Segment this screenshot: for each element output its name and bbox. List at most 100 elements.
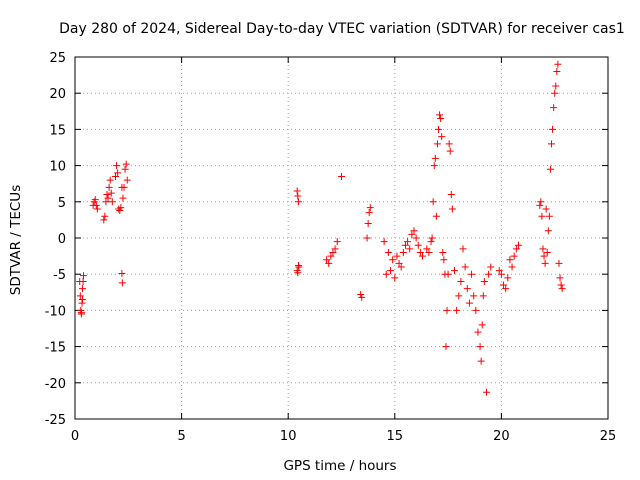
data-point	[118, 183, 126, 191]
data-point	[470, 292, 478, 300]
data-point	[500, 281, 508, 289]
chart-title: Day 280 of 2024, Sidereal Day-to-day VTE…	[59, 21, 625, 37]
data-point	[443, 306, 451, 314]
data-point	[442, 343, 450, 351]
data-point	[448, 205, 456, 213]
x-tick-label: 0	[71, 429, 79, 444]
data-point	[508, 263, 516, 271]
data-point	[437, 115, 445, 123]
data-point	[447, 191, 455, 199]
data-point	[477, 357, 485, 365]
data-point	[457, 277, 465, 285]
data-point	[77, 309, 85, 317]
data-point	[412, 234, 420, 242]
data-point	[103, 191, 111, 199]
data-point	[118, 279, 126, 287]
data-point	[539, 245, 547, 253]
data-point	[414, 241, 422, 249]
data-point	[545, 212, 553, 220]
data-point	[333, 238, 341, 246]
data-point	[429, 198, 437, 206]
data-point	[384, 248, 392, 256]
y-tick-label: 10	[49, 160, 66, 175]
data-point	[436, 111, 444, 119]
data-point	[445, 140, 453, 148]
data-point	[465, 299, 473, 307]
data-point	[105, 183, 113, 191]
data-point	[558, 285, 566, 293]
data-point	[93, 205, 101, 213]
data-point	[431, 154, 439, 162]
data-point	[100, 216, 108, 224]
data-point	[538, 212, 546, 220]
data-point	[472, 306, 480, 314]
data-point	[444, 270, 452, 278]
y-tick-label: -15	[45, 341, 66, 356]
data-point	[455, 292, 463, 300]
x-tick-label: 15	[387, 429, 404, 444]
data-point	[107, 189, 115, 197]
x-tick-label: 10	[280, 429, 297, 444]
data-point	[104, 194, 112, 202]
data-point	[427, 238, 435, 246]
data-point	[419, 252, 427, 260]
data-point	[92, 201, 100, 209]
data-point	[479, 292, 487, 300]
data-point	[121, 165, 129, 173]
data-point	[382, 270, 390, 278]
data-point	[106, 176, 114, 184]
data-point	[482, 388, 490, 396]
data-point	[389, 256, 397, 264]
data-point	[323, 256, 331, 264]
data-point	[397, 263, 405, 271]
data-point	[536, 201, 544, 209]
x-tick-label: 20	[493, 429, 510, 444]
data-point	[364, 220, 372, 228]
data-point	[478, 321, 486, 329]
data-point	[80, 272, 88, 280]
data-point	[439, 248, 447, 256]
data-point	[549, 125, 557, 133]
data-point	[428, 234, 436, 242]
data-point	[114, 169, 122, 177]
data-point	[365, 209, 373, 217]
data-point	[537, 198, 545, 206]
data-point	[512, 245, 520, 253]
data-point	[406, 245, 414, 253]
x-axis-label: GPS time / hours	[283, 458, 396, 474]
data-point	[542, 205, 550, 213]
data-point	[502, 285, 510, 293]
data-point	[432, 212, 440, 220]
data-point	[446, 147, 454, 155]
data-point	[550, 104, 558, 112]
data-point	[363, 234, 371, 242]
y-tick-label: -5	[53, 268, 66, 283]
data-point	[123, 176, 131, 184]
data-point	[548, 140, 556, 148]
data-point	[487, 263, 495, 271]
x-tick-label: 25	[600, 429, 617, 444]
data-point	[495, 267, 503, 275]
data-point	[118, 269, 126, 277]
y-tick-label: 20	[49, 87, 66, 102]
data-point	[459, 245, 467, 253]
y-tick-label: -10	[45, 304, 66, 319]
data-point	[450, 267, 458, 275]
data-point	[113, 162, 121, 170]
data-point	[338, 172, 345, 180]
data-point	[408, 230, 416, 238]
data-point	[108, 198, 116, 206]
data-point	[552, 82, 560, 90]
data-point	[78, 285, 86, 293]
data-point	[435, 125, 443, 133]
data-point	[556, 274, 564, 282]
data-point	[366, 204, 374, 212]
data-point	[553, 67, 561, 75]
data-point	[461, 263, 469, 271]
data-point	[410, 227, 418, 235]
data-point	[468, 270, 476, 278]
data-point	[294, 198, 302, 206]
data-point	[544, 227, 552, 235]
data-point	[327, 252, 335, 260]
